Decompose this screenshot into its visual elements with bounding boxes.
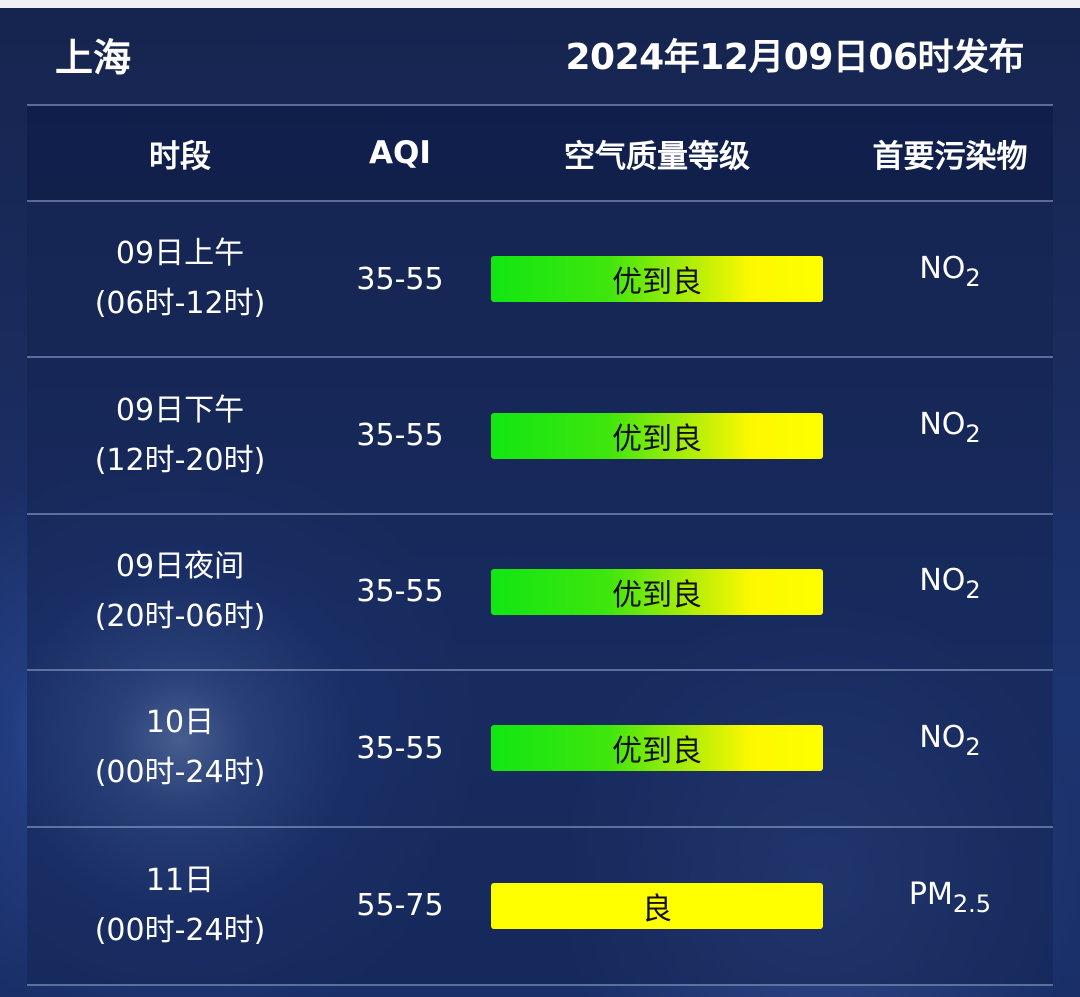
table-row: 09日夜间 (20时-06时) 35-55 优到良 NO2 <box>27 515 1053 672</box>
level-cell: 优到良 <box>467 515 847 669</box>
pollutant-subscript: 2 <box>965 576 981 605</box>
table-row: 11日 (00时-24时) 55-75 良 PM2.5 <box>27 828 1053 984</box>
level-badge: 优到良 <box>491 568 823 615</box>
period-day: 10日 <box>145 705 215 741</box>
pollutant-name: NO <box>919 250 966 286</box>
pollutant-name: NO <box>919 407 966 443</box>
pollutant-value: NO2 <box>919 251 980 292</box>
period-range: (12时-20时) <box>94 442 266 478</box>
level-badge: 优到良 <box>491 725 823 772</box>
level-cell: 优到良 <box>467 358 847 512</box>
pollutant-cell: NO2 <box>847 202 1053 356</box>
period-cell: 09日下午 (12时-20时) <box>27 358 333 512</box>
table-row: 10日 (00时-24时) 35-55 优到良 NO2 <box>27 671 1053 828</box>
period-day: 09日下午 <box>115 392 245 428</box>
pollutant-subscript: 2.5 <box>952 890 992 919</box>
top-status-strip <box>0 0 1080 8</box>
level-badge: 优到良 <box>491 256 823 303</box>
pollutant-cell: PM2.5 <box>847 828 1053 984</box>
period-cell: 10日 (00时-24时) <box>27 671 333 825</box>
aqi-forecast-table: 时段 AQI 空气质量等级 首要污染物 09日上午 (06时-12时) 35-5… <box>27 104 1053 986</box>
table-row: 09日下午 (12时-20时) 35-55 优到良 NO2 <box>27 358 1053 515</box>
pollutant-cell: NO2 <box>847 515 1053 669</box>
level-cell: 优到良 <box>467 202 847 356</box>
column-header-pollutant: 首要污染物 <box>872 138 1028 175</box>
period-range: (00时-24时) <box>94 755 266 791</box>
aqi-value: 35-55 <box>356 574 444 610</box>
period-cell: 11日 (00时-24时) <box>27 828 333 984</box>
pollutant-cell: NO2 <box>847 358 1053 512</box>
period-cell: 09日上午 (06时-12时) <box>27 202 333 356</box>
period-day: 09日夜间 <box>115 548 245 584</box>
city-name: 上海 <box>55 36 132 80</box>
level-badge: 优到良 <box>491 412 823 459</box>
table-header: 时段 AQI 空气质量等级 首要污染物 <box>27 106 1053 202</box>
period-cell: 09日夜间 (20时-06时) <box>27 515 333 669</box>
pollutant-value: NO2 <box>919 563 980 604</box>
pollutant-subscript: 2 <box>965 732 981 761</box>
aqi-value: 35-55 <box>356 418 444 454</box>
period-range: (20时-06时) <box>94 598 266 634</box>
pollutant-value: NO2 <box>919 720 980 761</box>
pollutant-value: NO2 <box>919 407 980 448</box>
period-range: (06时-12时) <box>94 286 266 322</box>
period-range: (00时-24时) <box>94 912 266 948</box>
publish-time: 2024年12月09日06时发布 <box>565 37 1025 78</box>
column-header-level: 空气质量等级 <box>564 138 750 175</box>
table-row: 09日上午 (06时-12时) 35-55 优到良 NO2 <box>27 202 1053 359</box>
pollutant-subscript: 2 <box>965 263 981 292</box>
aqi-value: 55-75 <box>356 888 444 924</box>
pollutant-name: PM <box>908 877 953 913</box>
aqi-value: 35-55 <box>356 730 444 766</box>
period-day: 11日 <box>145 862 215 898</box>
period-day: 09日上午 <box>115 236 245 272</box>
pollutant-name: NO <box>919 719 966 755</box>
pollutant-subscript: 2 <box>965 420 981 449</box>
pollutant-value: PM2.5 <box>909 877 991 918</box>
column-header-aqi: AQI <box>369 135 431 171</box>
aqi-value: 35-55 <box>356 261 444 297</box>
pollutant-cell: NO2 <box>847 671 1053 825</box>
level-cell: 良 <box>467 828 847 984</box>
level-cell: 优到良 <box>467 671 847 825</box>
pollutant-name: NO <box>919 563 966 599</box>
column-header-period: 时段 <box>149 138 211 175</box>
level-badge: 良 <box>491 882 823 929</box>
